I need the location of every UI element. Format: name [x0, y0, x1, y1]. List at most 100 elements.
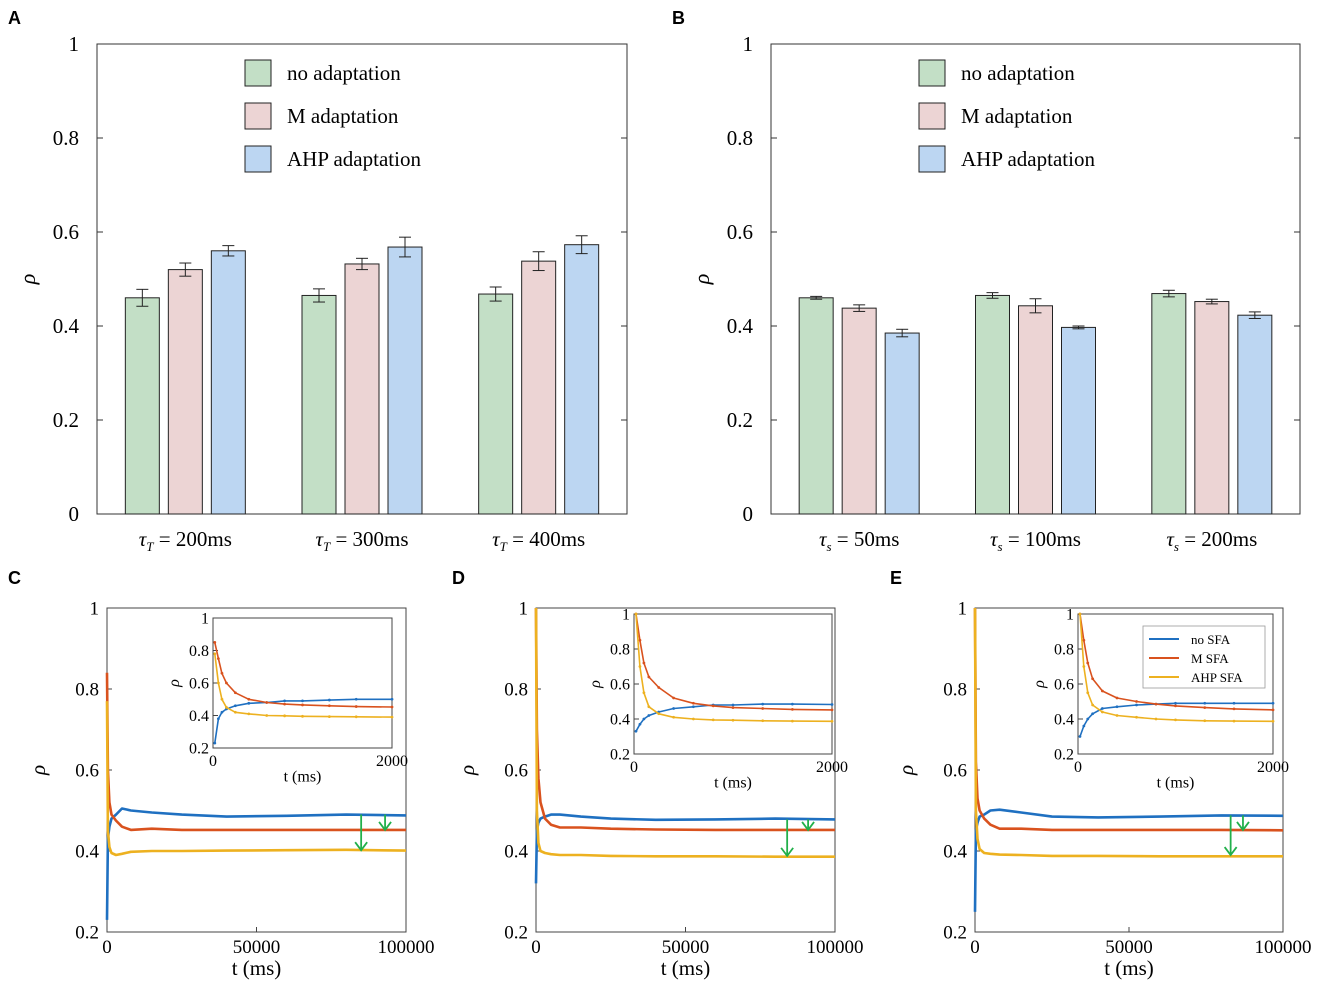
chart-c-inset-series-point [247, 701, 251, 705]
chart-c-inset-series-point [216, 681, 220, 685]
chart-a-ytick-label: 0.8 [53, 126, 79, 150]
chart-a-bar [521, 260, 557, 515]
chart-d-inset-series-point [711, 704, 715, 708]
chart-e-inset-legend-label: M SFA [1191, 651, 1229, 666]
chart-e-inset-series-point [1091, 712, 1095, 716]
chart-c-inset-series-point [390, 697, 394, 701]
chart-d-inset-series-point [791, 707, 794, 711]
chart-a-ytick-label: 1 [69, 32, 80, 56]
chart-e-inset-series-point [1078, 735, 1082, 738]
chart-c-inset-axes-frame [212, 617, 393, 749]
chart-c-inset-series-point [265, 701, 269, 704]
bar-chart-b: 0 0.2 0.4 0.6 0.8 1 ρ τs = 50ms τs = 100ms τs = 2… [689, 32, 1301, 554]
chart-c-inset-series-point [225, 705, 228, 709]
chart-c-inset-series-point [390, 715, 394, 719]
chart-b-bar [975, 294, 1010, 515]
chart-d-inset-series-point [634, 729, 638, 733]
chart-b-bar [798, 297, 834, 515]
chart-c-inset-series-point [220, 697, 224, 701]
chart-c-inset-ytick-label: 1 [201, 611, 209, 628]
chart-e-inset-ytick-label: 0.6 [1054, 677, 1074, 694]
panel-letter-e: E [890, 568, 902, 588]
chart-e-inset-series-point [1271, 708, 1275, 712]
chart-c-series-line [105, 701, 407, 857]
chart-e-inset-series-point [1100, 689, 1104, 693]
chart-d-inset-series-point [761, 702, 765, 706]
chart-c-inset-series-point [390, 705, 394, 709]
chart-b-bar [841, 307, 877, 515]
chart-b-category-label: τs = 200ms [1166, 527, 1257, 554]
chart-e-inset-series-point [1086, 691, 1090, 695]
chart-a-legend-label: no adaptation [287, 61, 401, 85]
chart-e-inset-series-point [1203, 706, 1207, 710]
chart-d-inset-ytick-label: 0.8 [610, 642, 630, 659]
chart-d-inset-series-point [761, 719, 765, 723]
chart-e-ytick-label: 0.8 [943, 680, 967, 701]
chart-e-inset-series-point [1082, 665, 1086, 668]
chart-e-inset-series-point [1154, 717, 1158, 721]
chart-c-xtick-label: 0 [102, 937, 112, 958]
chart-e-inset-ytick-label: 0.4 [1054, 712, 1074, 729]
chart-e-inset-series-point [1174, 701, 1177, 705]
chart-c-inset-series-point [283, 702, 286, 706]
chart-c-inset-series-point [213, 640, 217, 644]
chart-e-inset-series-point [1082, 724, 1086, 728]
chart-a-bar [344, 263, 380, 515]
chart-c-inset-series-line [214, 653, 393, 718]
chart-e-inset-series-point [1232, 719, 1236, 723]
chart-d-ytick-label: 0.2 [504, 923, 528, 944]
chart-c-inset-series-point [233, 710, 237, 714]
chart-d-ytick-label: 0.6 [504, 761, 528, 782]
chart-a-legend-label: AHP adaptation [287, 147, 421, 171]
chart-b-legend-label: AHP adaptation [961, 147, 1095, 171]
chart-a-category-label: τT = 300ms [315, 527, 408, 554]
chart-c-inset-series-point [220, 671, 224, 675]
chart-e-inset-series-point [1232, 701, 1236, 705]
chart-a-bar [301, 294, 337, 515]
chart-d-inset-axes-frame [633, 613, 833, 755]
chart-c-ytick-label: 0.6 [75, 761, 99, 782]
chart-d-inset-series-point [657, 686, 661, 689]
chart-a-bar [167, 269, 203, 515]
chart-e-arrow-head [1236, 821, 1250, 832]
chart-e-inset-xtick-label: 2000 [1257, 759, 1289, 776]
chart-d-arrow-head [780, 847, 794, 858]
chart-b-bar [1237, 314, 1273, 515]
chart-d-x-axis-label: t (ms) [661, 956, 711, 980]
chart-e-inset-xtick-label: 0 [1074, 759, 1082, 776]
chart-e-xtick-label: 50000 [1105, 937, 1153, 958]
panel-letter-a: A [8, 8, 21, 28]
chart-b-bar [1194, 301, 1230, 515]
chart-c-inset-series-point [265, 714, 269, 717]
chart-c-inset-series-point [283, 699, 286, 703]
chart-c-inset-series-point [213, 741, 217, 745]
chart-d-inset-series-point [711, 718, 715, 722]
chart-e-series-line [973, 607, 1284, 832]
chart-e-inset-legend-label: no SFA [1191, 632, 1231, 647]
chart-d-ytick-label: 0.4 [504, 842, 528, 863]
chart-d-inset-y-axis-label: ρ [587, 680, 604, 689]
chart-a-ytick-label: 0.2 [53, 408, 79, 432]
chart-b-bar [1061, 326, 1096, 515]
chart-e-inset-series-point [1115, 696, 1119, 700]
chart-b-category-label: τs = 100ms [990, 527, 1081, 554]
chart-a-bar [478, 293, 514, 515]
chart-d-arrow-head [801, 821, 815, 832]
chart-e-inset-series-point [1135, 703, 1138, 707]
chart-b-ytick-label: 0.2 [727, 408, 753, 432]
chart-e-inset-series-point [1232, 707, 1236, 711]
line-chart-d: 0.2 0.4 0.6 0.8 1 0 50000 100000 t (ms) ρ 0.2 0.4 0.… [455, 599, 864, 980]
chart-e-inset-legend-label: AHP SFA [1191, 670, 1243, 685]
chart-c-inset-ytick-label: 0.2 [189, 741, 209, 758]
chart-e-inset-series-point [1091, 703, 1095, 707]
chart-a-legend-label: M adaptation [287, 104, 399, 128]
chart-d-inset-x-axis-label: t (ms) [714, 775, 752, 792]
chart-c-inset-ytick-label: 0.6 [189, 676, 209, 693]
chart-d-inset-series-point [761, 707, 765, 710]
chart-e-inset-ytick-label: 1 [1066, 607, 1074, 624]
chart-c-y-axis-label: ρ [26, 765, 50, 776]
chart-c-series-line [105, 807, 407, 920]
chart-e-inset-series-line [1079, 613, 1274, 723]
chart-d-inset-series-point [642, 661, 646, 665]
chart-c-inset-series-point [354, 705, 358, 708]
